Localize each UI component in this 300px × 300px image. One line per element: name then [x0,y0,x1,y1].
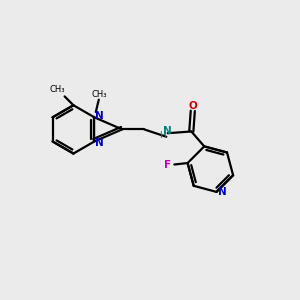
Text: N: N [95,138,104,148]
Text: N: N [95,111,104,121]
Text: N: N [163,126,172,136]
Text: O: O [188,101,197,111]
Text: CH₃: CH₃ [91,90,106,99]
Text: N: N [218,187,227,197]
Text: F: F [164,160,171,170]
Text: H: H [159,131,166,140]
Text: CH₃: CH₃ [50,85,65,94]
